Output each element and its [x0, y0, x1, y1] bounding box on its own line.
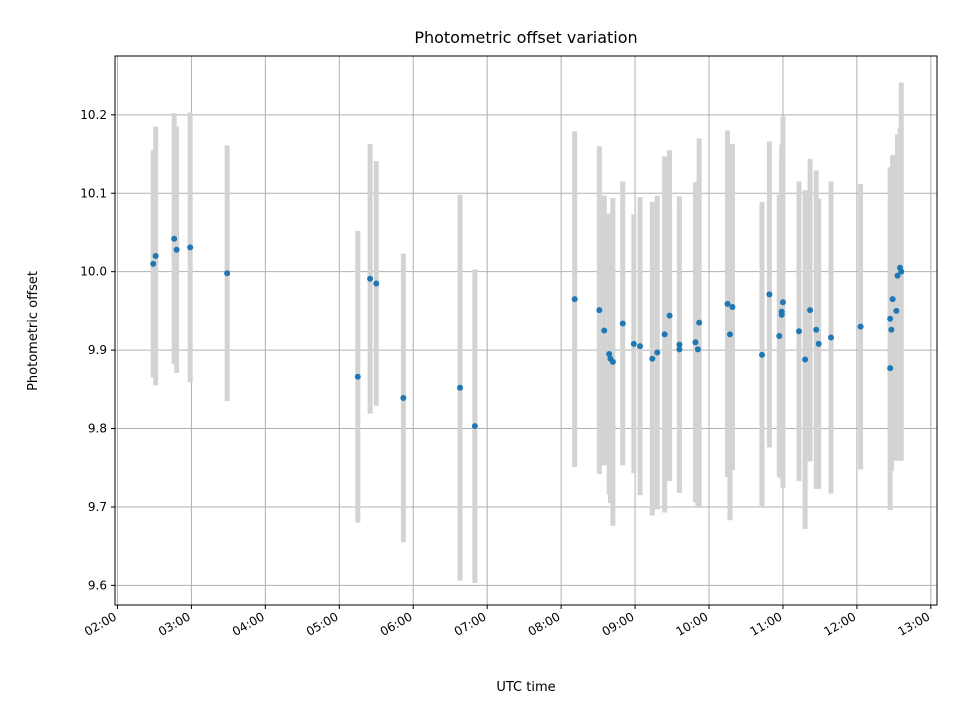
data-point [649, 355, 656, 362]
data-point [354, 373, 361, 380]
y-tick-label: 9.9 [88, 343, 107, 357]
y-tick-label: 10.1 [80, 186, 107, 200]
data-point [187, 244, 194, 251]
data-point [887, 315, 894, 322]
data-point [471, 423, 478, 430]
y-tick-label: 9.7 [88, 500, 107, 514]
data-point [766, 291, 773, 298]
y-tick-label: 10.2 [80, 108, 107, 122]
data-point [726, 331, 733, 338]
data-point [898, 268, 905, 275]
data-point [694, 346, 701, 353]
data-point [802, 356, 809, 363]
data-point [729, 303, 736, 310]
y-axis-label: Photometric offset [26, 271, 41, 391]
y-tick-label: 9.8 [88, 422, 107, 436]
y-tick-label: 10.0 [80, 265, 107, 279]
data-point [173, 246, 180, 253]
data-point [776, 332, 783, 339]
data-point [601, 327, 608, 334]
data-point [887, 365, 894, 372]
data-point [171, 235, 178, 242]
data-points [150, 235, 905, 430]
data-point [692, 339, 699, 346]
data-point [828, 334, 835, 341]
data-point [150, 260, 157, 267]
data-point [571, 296, 578, 303]
data-point [676, 346, 683, 353]
data-point [888, 326, 895, 333]
data-point [596, 307, 603, 314]
data-point [152, 252, 159, 259]
data-point [654, 349, 661, 356]
data-point [636, 343, 643, 350]
data-point [813, 326, 820, 333]
y-axis-ticks: 9.6 9.7 9.8 9.9 10.0 10.1 10.2 [80, 108, 115, 592]
data-point [676, 341, 683, 348]
data-point [795, 328, 802, 335]
data-point [759, 351, 766, 358]
data-point [661, 331, 668, 338]
data-point [609, 358, 616, 365]
data-point [815, 340, 822, 347]
y-tick-label: 9.6 [88, 578, 107, 592]
data-point [400, 394, 407, 401]
data-point [857, 323, 864, 330]
data-point [893, 307, 900, 314]
data-point [630, 340, 637, 347]
data-point [373, 280, 380, 287]
data-point [666, 312, 673, 319]
plot-frame [114, 55, 938, 606]
data-point [606, 351, 613, 358]
data-point [724, 300, 731, 307]
data-point [778, 308, 785, 315]
data-point [224, 270, 231, 277]
x-axis-label: UTC time [496, 680, 555, 695]
data-point [696, 319, 703, 326]
data-point [779, 299, 786, 306]
data-point [889, 296, 896, 303]
chart-title: Photometric offset variation [414, 28, 637, 47]
data-point [619, 320, 626, 327]
data-point [894, 272, 901, 279]
data-point [367, 275, 374, 282]
data-point [457, 384, 464, 391]
data-point [807, 307, 814, 314]
